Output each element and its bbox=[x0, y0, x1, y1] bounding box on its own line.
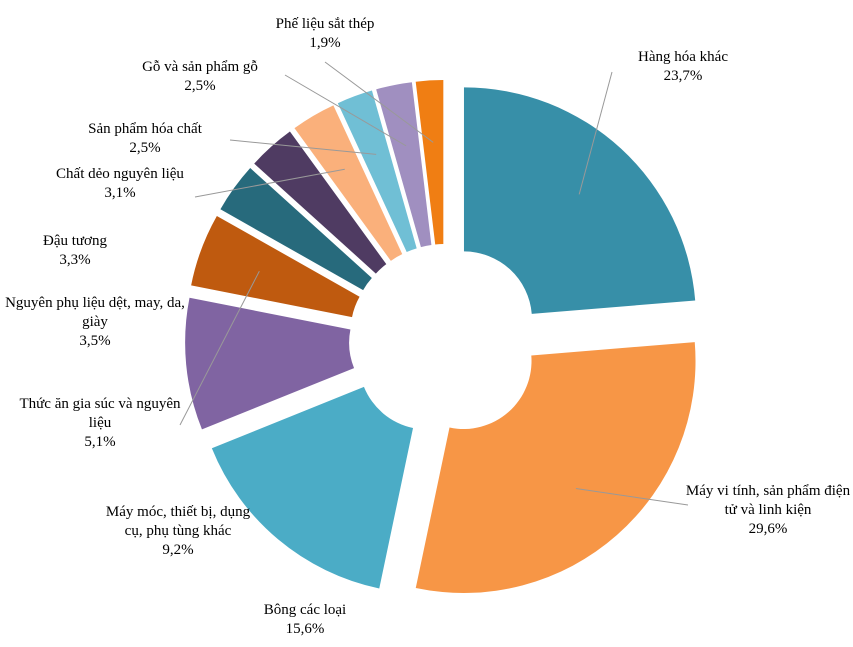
category-name: Sản phẩm hóa chất bbox=[88, 121, 202, 137]
category-name: Đậu tương bbox=[43, 233, 107, 249]
value-label: 3,3% bbox=[59, 252, 91, 268]
value-label: 15,6% bbox=[285, 621, 325, 637]
category-name: Gỗ và sản phẩm gỗ bbox=[142, 59, 258, 75]
value-label: 2,5% bbox=[184, 78, 216, 94]
category-name: Hàng hóa khác bbox=[638, 49, 728, 65]
pie-slice bbox=[294, 105, 403, 261]
leader-line bbox=[284, 74, 407, 147]
pie-slice bbox=[463, 87, 696, 314]
pie-slice bbox=[376, 82, 432, 248]
category-name: Bông các loại bbox=[263, 602, 347, 618]
slice-label: Đậu tương 3,3% bbox=[15, 232, 135, 270]
pie-slice bbox=[185, 297, 355, 430]
slice-label: Máy vi tính, sản phẩm điện tử và linh ki… bbox=[681, 482, 853, 539]
slice-label: Máy móc, thiết bị, dụng cụ, phụ tùng khá… bbox=[98, 503, 258, 560]
leader-line bbox=[179, 270, 260, 426]
value-label: 1,9% bbox=[309, 35, 341, 51]
category-name: Phế liệu sắt thép bbox=[275, 16, 375, 32]
category-name: Máy móc, thiết bị, dụng cụ, phụ tùng khá… bbox=[105, 504, 251, 539]
leader-line bbox=[578, 71, 613, 195]
leader-line bbox=[229, 139, 377, 155]
pie-slice bbox=[254, 131, 387, 274]
leader-line bbox=[575, 488, 689, 506]
value-label: 5,1% bbox=[84, 434, 116, 450]
category-name: Thức ăn gia súc và nguyên liệu bbox=[19, 396, 181, 431]
slice-label: Bông các loại 15,6% bbox=[235, 601, 375, 639]
pie-slice bbox=[220, 168, 372, 291]
leader-line bbox=[324, 61, 434, 143]
value-label: 2,5% bbox=[129, 140, 161, 156]
pie-slice bbox=[211, 386, 414, 589]
value-label: 3,5% bbox=[79, 333, 111, 349]
leader-line bbox=[194, 168, 345, 198]
slice-label: Chất dẻo nguyên liệu 3,1% bbox=[55, 165, 185, 203]
value-label: 29,6% bbox=[748, 521, 788, 537]
slice-label: Phế liệu sắt thép 1,9% bbox=[245, 15, 405, 53]
category-name: Máy vi tính, sản phẩm điện tử và linh ki… bbox=[685, 483, 851, 518]
value-label: 23,7% bbox=[663, 68, 703, 84]
slice-label: Gỗ và sản phẩm gỗ 2,5% bbox=[110, 58, 290, 96]
slice-label: Nguyên phụ liệu dệt, may, da, giày 3,5% bbox=[0, 294, 190, 351]
pie-slice bbox=[337, 90, 417, 253]
slice-label: Sản phẩm hóa chất 2,5% bbox=[60, 120, 230, 158]
value-label: 9,2% bbox=[162, 542, 194, 558]
category-name: Chất dẻo nguyên liệu bbox=[56, 166, 184, 182]
pie-slice bbox=[191, 215, 360, 318]
slice-label: Thức ăn gia súc và nguyên liệu 5,1% bbox=[15, 395, 185, 452]
pie-slice bbox=[415, 80, 444, 245]
value-label: 3,1% bbox=[104, 185, 136, 201]
slice-label: Hàng hóa khác 23,7% bbox=[598, 48, 768, 86]
category-name: Nguyên phụ liệu dệt, may, da, giày bbox=[5, 295, 185, 330]
pie-slice bbox=[415, 342, 696, 594]
